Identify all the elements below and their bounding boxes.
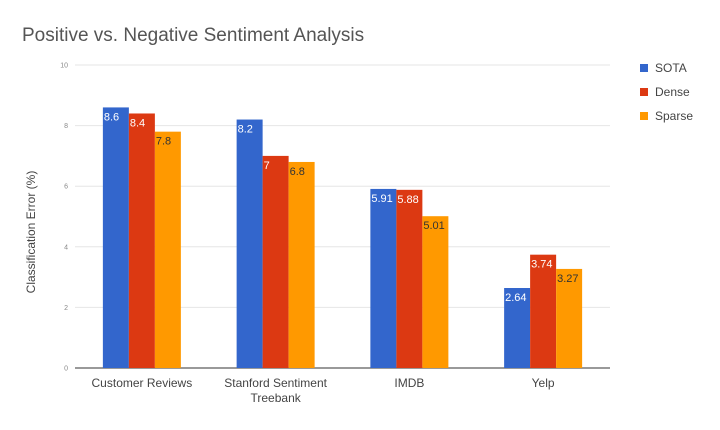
bars: [102, 107, 583, 369]
data-label-dense-0: 8.4: [130, 117, 145, 129]
data-label-sparse-3: 3.27: [557, 273, 578, 285]
data-label-sota-0: 8.6: [104, 111, 119, 123]
bar-sota-3: [504, 288, 531, 368]
bar-sparse-1: [288, 161, 315, 368]
legend: SOTA Dense Sparse: [640, 61, 693, 123]
category-label-2: IMDB: [394, 376, 424, 390]
bar-sota-1: [236, 119, 263, 368]
data-label-dense-3: 3.74: [531, 259, 552, 271]
bar-dense-1: [262, 155, 289, 368]
y-tick-8: 8: [64, 123, 68, 130]
data-label-sparse-2: 5.01: [423, 220, 444, 232]
data-label-dense-2: 5.88: [397, 194, 418, 206]
legend-label-sparse: Sparse: [655, 109, 693, 123]
y-axis-label: Classification Error (%): [24, 171, 38, 294]
y-tick-4: 4: [64, 244, 68, 251]
bar-sota-0: [102, 107, 129, 369]
category-label-1: Stanford Sentiment Treebank: [224, 376, 327, 405]
y-tick-10: 10: [60, 63, 68, 70]
category-label-line-1-1: Treebank: [251, 391, 302, 405]
y-tick-6: 6: [64, 184, 68, 191]
legend-swatch-sparse: [640, 112, 648, 120]
legend-label-dense: Dense: [655, 85, 690, 99]
data-label-sota-1: 8.2: [238, 124, 253, 136]
category-label-line-1-0: Stanford Sentiment: [224, 376, 327, 390]
category-label-0: Customer Reviews: [92, 376, 193, 390]
category-label-line-3-0: Yelp: [532, 376, 555, 390]
bar-sparse-0: [154, 131, 181, 368]
legend-swatch-dense: [640, 88, 648, 96]
legend-swatch-sota: [640, 64, 648, 72]
data-label-sota-2: 5.91: [371, 193, 392, 205]
data-label-sota-3: 2.64: [505, 292, 526, 304]
legend-label-sota: SOTA: [655, 61, 687, 75]
bar-dense-0: [128, 113, 155, 368]
data-label-sparse-0: 7.8: [156, 136, 171, 148]
bar-sparse-3: [556, 268, 583, 368]
bar-sparse-2: [422, 216, 449, 368]
category-label-line-0-0: Customer Reviews: [92, 376, 193, 390]
category-label-line-2-0: IMDB: [394, 376, 424, 390]
data-label-dense-1: 7: [264, 160, 270, 172]
y-tick-0: 0: [64, 366, 68, 373]
bar-sota-2: [370, 188, 397, 368]
bar-dense-2: [396, 189, 423, 368]
data-label-sparse-1: 6.8: [290, 166, 305, 178]
category-labels: Customer Reviews Stanford Sentiment Treeba…: [92, 376, 555, 405]
chart-title: Positive vs. Negative Sentiment Analysis: [22, 25, 364, 46]
category-label-3: Yelp: [532, 376, 555, 390]
y-tick-2: 2: [64, 305, 68, 312]
data-labels: 8.6 8.4 7.8 8.2 7 6.8 5.91 5.88 5.01 2.64 3.74 3.27: [104, 111, 579, 304]
bar-dense-3: [530, 254, 557, 368]
